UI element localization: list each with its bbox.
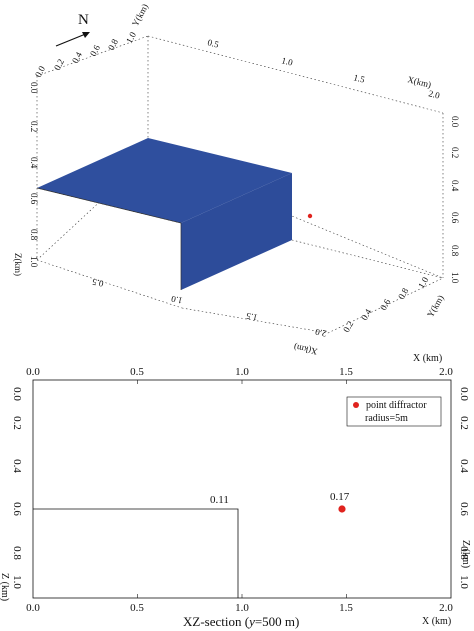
x-tick-front-0: 0.5	[91, 277, 105, 289]
y-tick-front-1: 0.4	[359, 307, 374, 322]
point-diffractor-2d	[338, 505, 346, 513]
z-tick-2d-left-5: 1.0	[11, 575, 23, 589]
x-axis-top: 0.5 1.0 1.5 2.0 X(km)	[207, 37, 442, 101]
section-caption: XZ-section (y=500 m)	[183, 614, 299, 629]
xz-section: 0.0 0.5 1.0 1.5 2.0 X (km) 0.0 0.5 1.0 1…	[0, 353, 471, 629]
z-tick-2d-right-5: 1.0	[458, 575, 470, 589]
legend-line-2: radius=5m	[365, 413, 408, 424]
x-tick-2d-top-1: 0.5	[130, 366, 144, 378]
z-tick-2d-left-1: 0.2	[11, 416, 23, 430]
x-tick-2d-bottom-1: 0.5	[130, 602, 144, 614]
z-tick-right-4: 0.8	[450, 245, 460, 257]
x-tick-marks	[137, 380, 347, 598]
x-tick-top-1: 1.0	[281, 55, 295, 68]
x-tick-2d-top-4: 2.0	[439, 366, 453, 378]
x-axis-label-2d-top: X (km)	[413, 353, 442, 364]
block-side-face	[181, 173, 292, 290]
z-tick-right-3: 0.6	[450, 212, 460, 224]
z-axis-label-2d-left: Z (km)	[0, 573, 10, 601]
x-tick-2d-top-2: 1.0	[235, 366, 249, 378]
z-axis-left-2d: 0.0 0.2 0.4 0.6 0.8 1.0 Z (km)	[0, 387, 23, 601]
y-tick-top-2: 0.4	[70, 50, 84, 65]
z-tick-2d-right-0: 0.0	[458, 387, 470, 401]
z-tick-2d-right-3: 0.6	[458, 502, 470, 516]
z-tick-2d-right-1: 0.2	[458, 416, 470, 430]
y-tick-top-5: 1.0	[124, 30, 138, 45]
x-tick-front-3: 2.0	[314, 327, 328, 339]
x-axis-label-2d-bottom: X (km)	[422, 616, 451, 627]
x-tick-2d-bottom-0: 0.0	[26, 602, 40, 614]
x-tick-2d-bottom-3: 1.5	[339, 602, 353, 614]
z-tick-right-5: 1.0	[450, 272, 460, 284]
x-tick-front-2: 1.5	[245, 311, 259, 323]
x-axis-label-top: X(km)	[407, 74, 433, 90]
z-axis-right-2d: 0.0 0.2 0.4 0.6 0.8 1.0 Z (km)	[458, 387, 471, 589]
legend-line-1: point diffractor	[366, 400, 427, 411]
x-axis-label-front: X(km)	[293, 342, 319, 357]
y-axis-front: 0.2 0.4 0.6 0.8 1.0 Y(km)	[341, 275, 446, 334]
y-axis-label-front: Y(km)	[425, 293, 446, 319]
y-tick-top-1: 0.2	[52, 57, 66, 72]
z-tick-left-1: 0.2	[29, 121, 39, 132]
legend: point diffractor radius=5m	[346, 396, 442, 427]
y-tick-top-0: 0.0	[33, 64, 47, 79]
z-tick-2d-left-3: 0.6	[11, 502, 23, 516]
y-tick-front-2: 0.6	[378, 297, 393, 312]
x-axis-bottom-2d: 0.0 0.5 1.0 1.5 2.0 X (km)	[26, 602, 453, 627]
y-tick-front-4: 1.0	[416, 275, 431, 290]
legend-marker	[353, 402, 359, 408]
z-tick-left-4: 0.8	[29, 229, 39, 241]
z-tick-right-2: 0.4	[450, 180, 460, 192]
y-tick-top-3: 0.6	[88, 43, 102, 58]
z-tick-right-0: 0.0	[450, 116, 460, 128]
x-axis-top-2d: 0.0 0.5 1.0 1.5 2.0 X (km)	[26, 353, 453, 378]
diffractor-label: 0.17	[330, 491, 350, 503]
z-tick-2d-right-2: 0.4	[458, 459, 470, 473]
step-block	[36, 138, 292, 290]
z-axis-label-2d-right: Z (km)	[460, 540, 471, 568]
north-arrow: N	[55, 12, 90, 47]
z-tick-2d-left-0: 0.0	[11, 387, 23, 401]
x-tick-2d-top-3: 1.5	[339, 366, 353, 378]
y-axis-top: 0.0 0.2 0.4 0.6 0.8 1.0 Y(km)	[33, 2, 150, 79]
z-tick-left-0: 0.0	[29, 82, 39, 94]
z-axis-right: 0.0 0.2 0.4 0.6 0.8 1.0 Z(km)	[450, 116, 460, 284]
z-tick-2d-right-4: 0.8	[458, 546, 470, 560]
z-tick-right-1: 0.2	[450, 147, 460, 158]
z-axis-label-left: Z(km)	[13, 253, 23, 276]
x-tick-top-3: 2.0	[428, 88, 442, 101]
x-tick-2d-bottom-4: 2.0	[439, 602, 453, 614]
x-tick-2d-bottom-2: 1.0	[235, 602, 249, 614]
block-model-3d: N 0.0 0.2 0.4	[13, 2, 460, 357]
y-tick-front-3: 0.8	[396, 286, 411, 301]
legend-box	[346, 396, 442, 427]
y-axis-label-top: Y(km)	[130, 2, 150, 28]
block-top-face	[37, 138, 292, 223]
y-tick-front-0: 0.2	[341, 319, 355, 334]
x-tick-2d-top-0: 0.0	[26, 366, 40, 378]
z-tick-left-2: 0.4	[29, 157, 39, 169]
point-diffractor-3d	[307, 213, 313, 219]
x-axis-front: 0.5 1.0 1.5 2.0 X(km)	[91, 277, 328, 357]
z-tick-2d-left-2: 0.4	[11, 459, 23, 473]
z-tick-2d-left-4: 0.8	[11, 546, 23, 560]
step-label: 0.11	[210, 494, 229, 506]
x-tick-top-2: 1.5	[353, 72, 367, 85]
step-outline	[33, 508, 239, 598]
x-tick-front-1: 1.0	[170, 294, 184, 306]
z-tick-left-5: 1.0	[29, 256, 39, 268]
z-axis-left: 0.0 0.2 0.4 0.6 0.8 1.0 Z(km)	[13, 82, 39, 276]
north-label: N	[78, 12, 89, 28]
x-tick-top-0: 0.5	[207, 37, 221, 50]
y-tick-top-4: 0.8	[106, 37, 120, 52]
z-tick-left-3: 0.6	[29, 193, 39, 205]
